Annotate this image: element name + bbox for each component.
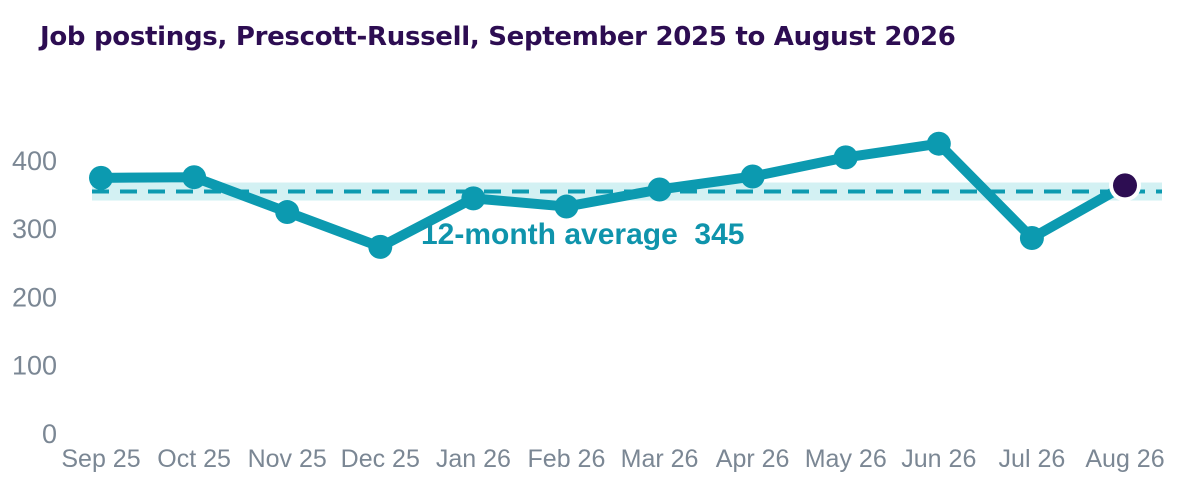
- data-point: [833, 145, 858, 170]
- x-tick-label: Sep 25: [61, 445, 140, 473]
- data-point: [275, 200, 300, 225]
- x-tick-label: May 26: [805, 445, 887, 473]
- y-axis: 0 100 200 300 400: [12, 146, 57, 449]
- x-tick-label: Dec 25: [341, 445, 420, 473]
- data-point: [461, 186, 486, 211]
- data-point: [926, 131, 951, 156]
- x-tick-label: Feb 26: [528, 445, 606, 473]
- x-tick-label: Apr 26: [716, 445, 790, 473]
- y-tick-label: 100: [12, 351, 57, 381]
- data-point: [89, 165, 113, 190]
- data-points: [89, 131, 1141, 259]
- x-tick-label: Oct 25: [157, 445, 231, 473]
- x-tick-label: Jun 26: [901, 445, 976, 473]
- y-tick-label: 300: [12, 214, 57, 244]
- chart-title: Job postings, Prescott-Russell, Septembe…: [40, 22, 956, 52]
- data-point: [368, 234, 393, 259]
- x-tick-label: Jul 26: [999, 445, 1066, 473]
- x-tick-label: Jan 26: [436, 445, 511, 473]
- highlight-point: [1113, 173, 1137, 198]
- x-tick-label: Mar 26: [621, 445, 699, 473]
- data-point: [647, 177, 672, 202]
- y-tick-label: 200: [12, 282, 57, 312]
- average-label: 12-month average 345: [421, 218, 744, 251]
- y-tick-label: 0: [42, 419, 57, 449]
- x-axis: Sep 25 Oct 25 Nov 25 Dec 25 Jan 26 Feb 26 Mar …: [61, 445, 1164, 473]
- data-point: [182, 165, 207, 190]
- data-point: [740, 164, 765, 189]
- x-tick-label: Nov 25: [248, 445, 327, 473]
- y-tick-label: 400: [12, 146, 57, 176]
- series-line: [96, 138, 1130, 252]
- data-point: [554, 194, 579, 219]
- annotations: 12-month average 345: [421, 218, 744, 251]
- data-point: [1019, 225, 1044, 250]
- x-tick-label: Aug 26: [1085, 445, 1164, 473]
- series-polyline: [96, 138, 1130, 252]
